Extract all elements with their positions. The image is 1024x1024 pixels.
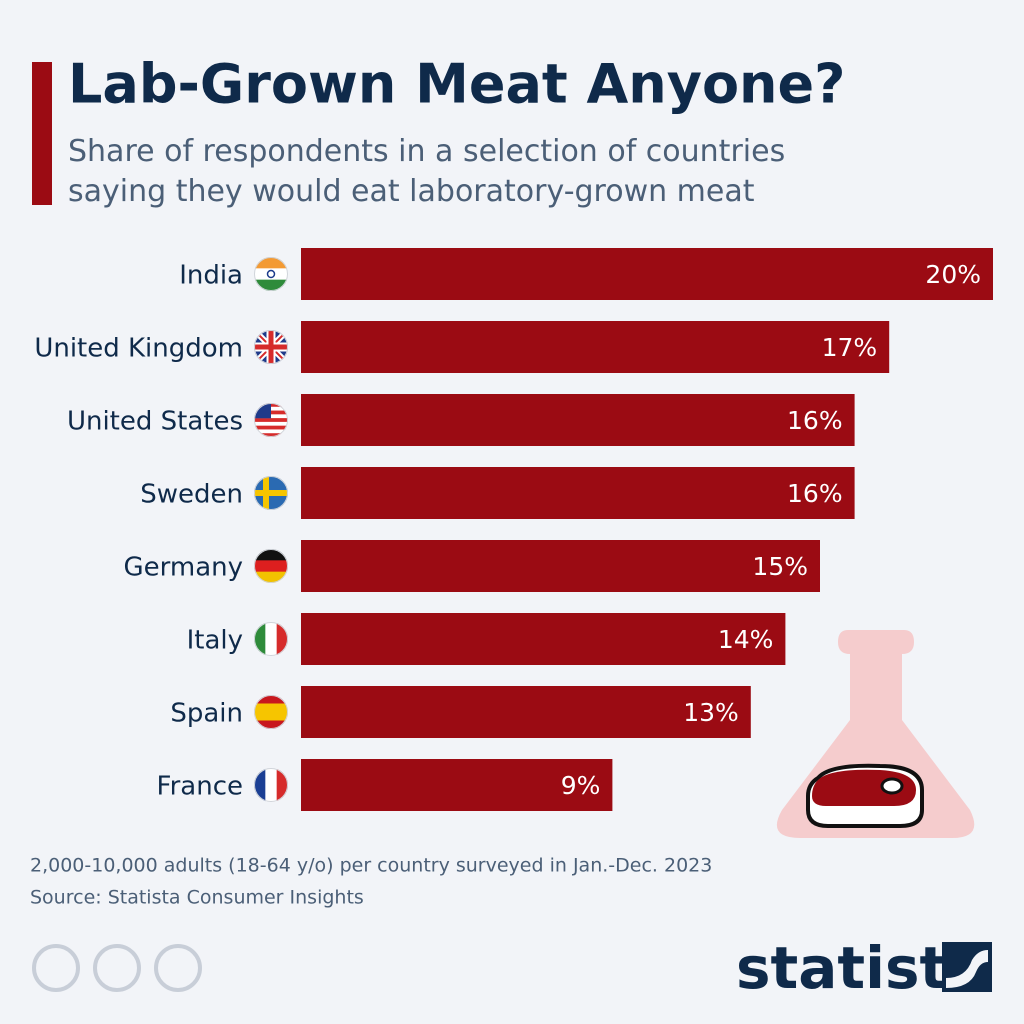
chart-subtitle: Share of respondents in a selection of c… <box>68 134 786 209</box>
bar <box>301 394 855 446</box>
flag-ring <box>254 257 288 291</box>
flag-stripe <box>254 425 288 430</box>
chart-title: Lab-Grown Meat Anyone? <box>68 53 845 116</box>
category-label: Germany <box>123 553 243 583</box>
license-icons <box>32 944 202 992</box>
flag-icon <box>254 403 288 437</box>
value-label: 13% <box>683 698 739 727</box>
value-label: 14% <box>718 625 774 654</box>
bar <box>301 759 613 811</box>
flag-cross <box>254 330 288 364</box>
flag-stripe <box>254 571 288 583</box>
title-accent <box>32 62 52 205</box>
flag-icon <box>254 622 288 656</box>
flag-stripe <box>254 257 288 269</box>
flag-ring <box>254 549 288 583</box>
flag-ring <box>254 330 288 364</box>
category-label: United Kingdom <box>34 334 243 364</box>
flag-stripe <box>254 712 288 721</box>
flag-stripe <box>254 695 288 704</box>
flag-stripe <box>254 433 288 437</box>
brand-icon <box>942 942 992 992</box>
category-label: United States <box>67 407 243 437</box>
flag-stripe <box>254 421 288 427</box>
category-label: Italy <box>187 626 243 656</box>
category-label: Sweden <box>140 480 243 510</box>
flag-stripe <box>254 549 288 561</box>
flag-stripe <box>265 622 278 656</box>
value-label: 17% <box>822 333 878 362</box>
flag-stripe <box>254 720 288 729</box>
bar <box>301 467 855 519</box>
flag-emblem <box>266 269 276 279</box>
flag-stripe <box>254 418 288 423</box>
value-label: 15% <box>752 552 808 581</box>
source: Source: Statista Consumer Insights <box>30 887 364 909</box>
flag-stripe <box>276 622 288 656</box>
flag-icon <box>254 257 288 291</box>
flag-stripe <box>254 622 266 656</box>
bar <box>301 613 786 665</box>
flag-stripe <box>254 429 288 434</box>
flag-icon <box>254 695 288 729</box>
flag-stripe <box>254 768 266 802</box>
value-label: 9% <box>561 771 601 800</box>
flask-illustration <box>776 630 975 838</box>
flag-ring <box>254 768 288 802</box>
flag-ring <box>254 403 288 437</box>
bar <box>301 686 751 738</box>
bar <box>301 248 993 300</box>
category-label: Spain <box>170 699 243 729</box>
category-label: France <box>157 772 243 802</box>
bar <box>301 540 820 592</box>
flag-stripe <box>276 768 288 802</box>
value-label: 16% <box>787 406 843 435</box>
value-label: 16% <box>787 479 843 508</box>
flag-stripe <box>265 768 278 802</box>
flag-stripe <box>254 268 288 281</box>
flag-icon <box>254 549 288 583</box>
flag-stripe <box>254 703 288 713</box>
value-label: 20% <box>925 260 981 289</box>
category-label: India <box>179 261 243 291</box>
flag-stripe <box>254 560 288 573</box>
flag-ring <box>254 622 288 656</box>
flag-cross <box>254 476 288 510</box>
flag-ring <box>254 695 288 729</box>
flag-ring <box>254 476 288 510</box>
bar <box>301 321 890 373</box>
note: 2,000-10,000 adults (18-64 y/o) per coun… <box>30 855 712 877</box>
flag-stripe <box>254 279 288 291</box>
flag-icon <box>254 768 288 802</box>
